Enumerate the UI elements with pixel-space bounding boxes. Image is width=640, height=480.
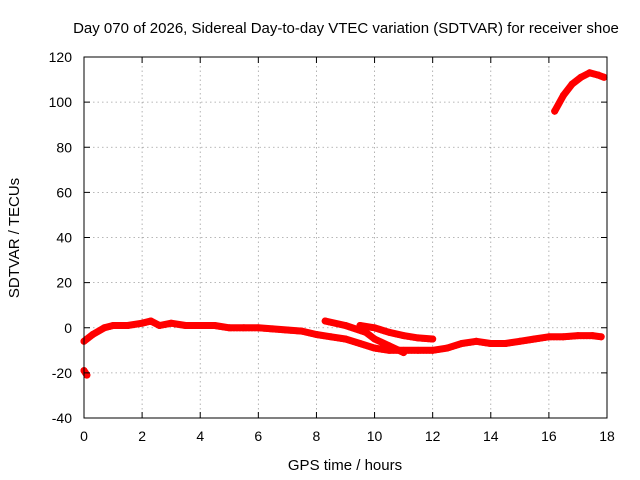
- data-point: [385, 342, 393, 350]
- data-point: [600, 73, 608, 81]
- series-group: [80, 69, 608, 379]
- data-point: [89, 331, 97, 339]
- data-point: [211, 321, 219, 329]
- y-tick-label: 100: [49, 94, 73, 110]
- data-point: [356, 340, 364, 348]
- data-point: [342, 321, 349, 329]
- data-point: [559, 91, 567, 99]
- data-point: [559, 333, 567, 341]
- data-point: [100, 324, 108, 332]
- data-point: [577, 73, 585, 81]
- y-tick-label: 20: [56, 275, 72, 291]
- series-0: [80, 317, 605, 354]
- y-tick-label: 80: [56, 139, 72, 155]
- data-point: [147, 317, 155, 325]
- data-point: [371, 324, 379, 332]
- data-point: [400, 349, 408, 357]
- y-axis-title: SDTVAR / TECUs: [6, 178, 23, 298]
- data-point: [414, 334, 422, 342]
- data-point: [167, 319, 175, 327]
- data-point: [109, 321, 117, 329]
- data-point: [371, 344, 379, 352]
- y-tick-label: 120: [49, 49, 73, 65]
- data-point: [269, 325, 277, 333]
- data-point: [196, 321, 204, 329]
- grid: [84, 57, 607, 418]
- x-tick-label: 0: [80, 428, 88, 444]
- data-point: [429, 335, 437, 343]
- y-tick-label: -20: [52, 365, 72, 381]
- data-point: [182, 321, 190, 329]
- chart-title: Day 070 of 2026, Sidereal Day-to-day VTE…: [73, 20, 619, 37]
- y-tick-label: 40: [56, 230, 72, 246]
- data-point: [283, 326, 291, 334]
- data-point: [586, 69, 594, 77]
- x-tick-label: 16: [541, 428, 557, 444]
- data-point: [124, 321, 132, 329]
- data-point: [574, 332, 582, 340]
- data-point: [83, 371, 91, 379]
- data-point: [362, 328, 370, 336]
- data-point: [530, 335, 538, 343]
- data-point: [298, 327, 306, 335]
- data-point: [138, 319, 146, 327]
- data-point: [487, 340, 495, 348]
- data-point: [254, 324, 262, 332]
- series-line-jitter: [323, 321, 406, 357]
- x-tick-label: 10: [367, 428, 383, 444]
- data-point: [385, 328, 393, 336]
- x-axis-title: GPS time / hours: [288, 457, 402, 474]
- data-point: [156, 321, 164, 329]
- data-point: [400, 332, 408, 340]
- axes: 0 2 4 6 8 10 12 14 16 18 -40 -20 0 20 40 60 80 100 120: [49, 49, 615, 444]
- data-point: [458, 340, 466, 348]
- x-tick-label: 8: [313, 428, 321, 444]
- x-tick-label: 18: [599, 428, 615, 444]
- data-point: [342, 335, 349, 343]
- series-2: [356, 321, 437, 343]
- x-tick-label: 2: [138, 428, 146, 444]
- data-point: [516, 337, 524, 345]
- data-point: [597, 333, 605, 341]
- y-tick-label: 60: [56, 184, 72, 200]
- data-point: [240, 324, 248, 332]
- data-point: [443, 344, 451, 352]
- y-tick-label: 0: [64, 320, 72, 336]
- data-point: [588, 332, 596, 340]
- x-tick-label: 4: [196, 428, 204, 444]
- data-point: [225, 324, 233, 332]
- data-point: [501, 340, 509, 348]
- x-tick-label: 6: [254, 428, 262, 444]
- data-point: [551, 107, 559, 115]
- data-point: [594, 71, 602, 79]
- data-point: [429, 346, 437, 354]
- data-point: [472, 337, 480, 345]
- x-tick-label: 12: [425, 428, 441, 444]
- data-point: [321, 317, 329, 325]
- series-4: [551, 69, 608, 115]
- data-point: [312, 331, 320, 339]
- x-tick-label: 14: [483, 428, 499, 444]
- data-point: [327, 333, 335, 341]
- data-point: [414, 346, 422, 354]
- series-1: [321, 317, 408, 357]
- data-point: [545, 333, 553, 341]
- y-tick-label: -40: [52, 410, 72, 426]
- data-point: [356, 321, 364, 329]
- data-point: [371, 335, 379, 343]
- data-point: [568, 80, 576, 88]
- plot-frame: [83, 56, 608, 419]
